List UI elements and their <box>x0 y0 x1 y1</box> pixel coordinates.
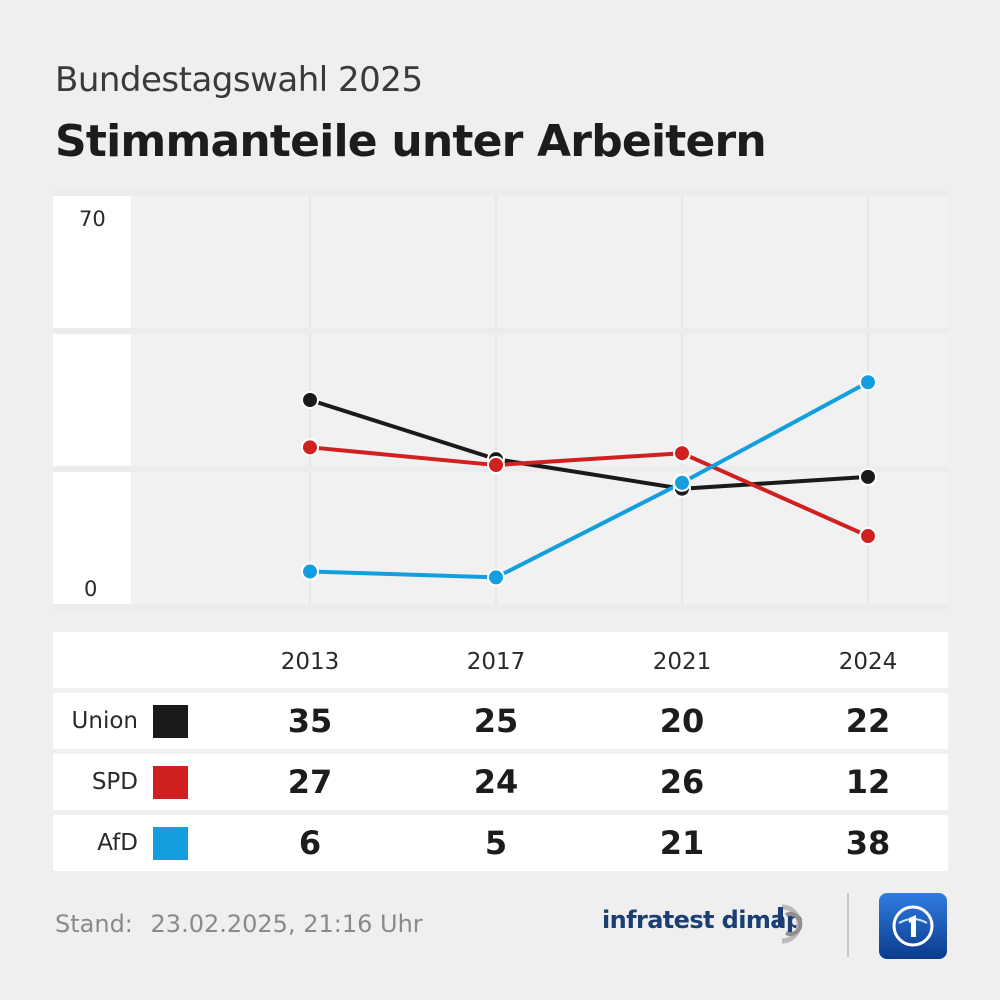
y-tick-label-max: 70 <box>79 207 106 231</box>
y-tick-label-min: 0 <box>84 577 97 601</box>
y-axis-band <box>53 193 131 607</box>
value-cell: 21 <box>659 824 705 862</box>
chart-title: Stimmanteile unter Arbeitern <box>55 116 767 167</box>
party-label: AfD <box>97 830 138 856</box>
data-point-afd-2013 <box>301 562 319 581</box>
ard-tagesschau-logo <box>879 893 947 959</box>
series-line-afd <box>309 380 869 580</box>
series-line-union <box>309 398 869 491</box>
data-point-afd-2024 <box>859 373 877 392</box>
legend-swatch-spd <box>153 766 188 799</box>
value-cell: 25 <box>473 702 519 740</box>
chart-subtitle: Bundestagswahl 2025 <box>55 60 423 100</box>
data-point-afd-2021 <box>673 473 691 492</box>
column-header-2024: 2024 <box>838 649 898 675</box>
data-point-spd-2017 <box>487 456 505 475</box>
value-cell: 6 <box>298 824 322 862</box>
value-cell: 27 <box>287 763 333 801</box>
table-row-spd: SPD 27 24 26 12 <box>53 754 948 810</box>
data-point-spd-2024 <box>859 527 877 546</box>
value-cell: 5 <box>484 824 508 862</box>
value-cell: 22 <box>845 702 891 740</box>
column-header-2017: 2017 <box>466 649 526 675</box>
footer-divider <box>847 893 849 957</box>
timestamp: Stand: 23.02.2025, 21:16 Uhr <box>55 910 423 938</box>
legend-swatch-union <box>153 705 188 738</box>
value-cell: 20 <box>659 702 705 740</box>
stand-value: 23.02.2025, 21:16 Uhr <box>150 910 423 938</box>
table-row-afd: AfD 6 5 21 38 <box>53 815 948 871</box>
data-point-spd-2021 <box>673 444 691 463</box>
table-header-row: 2013 2017 2021 2024 <box>53 632 948 688</box>
column-header-2021: 2021 <box>652 649 712 675</box>
data-table: 2013 2017 2021 2024 Union 35 25 20 22 SPD 27 24 26 12… <box>53 632 948 876</box>
column-header-2013: 2013 <box>280 649 340 675</box>
value-cell: 12 <box>845 763 891 801</box>
value-cell: 24 <box>473 763 519 801</box>
table-row-union: Union 35 25 20 22 <box>53 693 948 749</box>
legend-swatch-afd <box>153 827 188 860</box>
series-line-spd <box>309 445 869 538</box>
infratest-dimap-logo-icon <box>778 904 803 944</box>
party-label: Union <box>71 708 138 734</box>
value-cell: 38 <box>845 824 891 862</box>
value-cell: 35 <box>287 702 333 740</box>
party-label: SPD <box>91 769 138 795</box>
data-point-spd-2013 <box>301 438 319 457</box>
data-point-afd-2017 <box>487 568 505 587</box>
value-cell: 26 <box>659 763 705 801</box>
stand-label: Stand: <box>55 910 133 938</box>
data-point-union-2013 <box>301 391 319 409</box>
plot-area <box>131 193 948 607</box>
infratest-dimap-logo-text: infratest dimap <box>602 906 803 934</box>
data-point-union-2024 <box>859 467 877 486</box>
